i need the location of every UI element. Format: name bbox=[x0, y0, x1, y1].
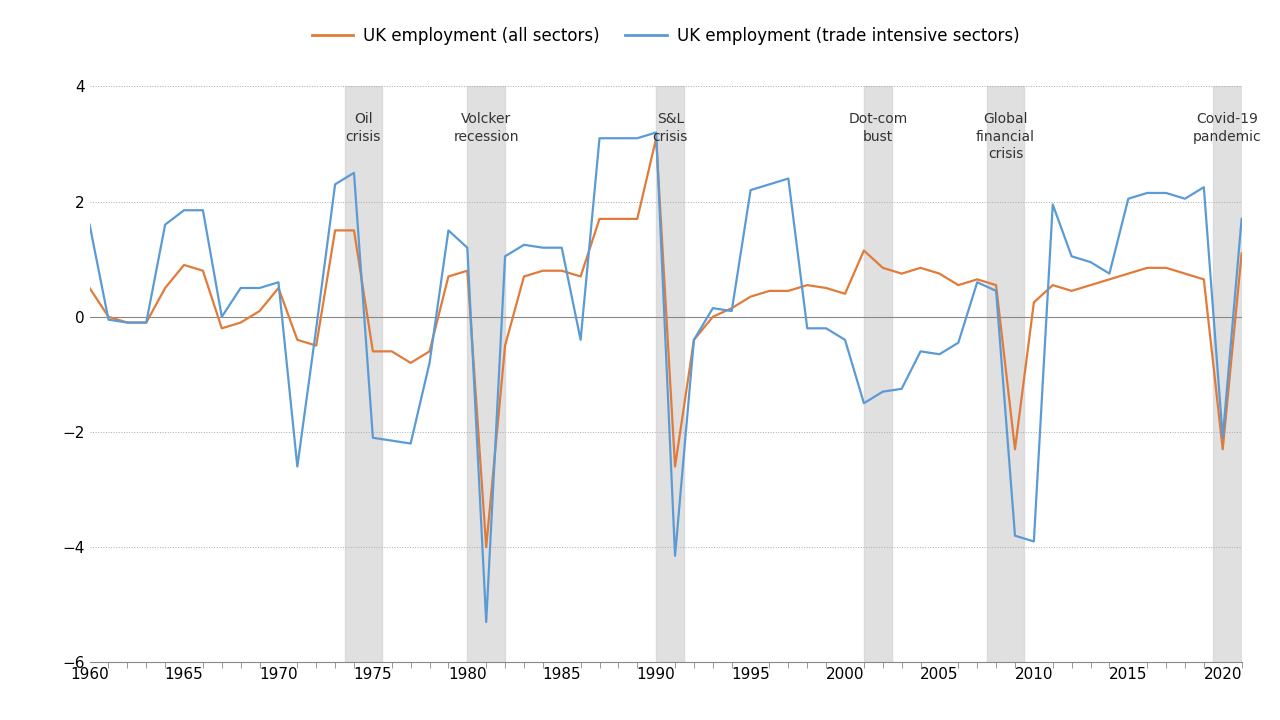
Bar bbox=[864, 86, 892, 662]
Bar bbox=[344, 86, 383, 662]
Bar bbox=[1213, 86, 1242, 662]
Text: S&L
crisis: S&L crisis bbox=[653, 112, 689, 143]
Bar bbox=[467, 86, 506, 662]
Text: Oil
crisis: Oil crisis bbox=[346, 112, 381, 143]
Text: Global
financial
crisis: Global financial crisis bbox=[977, 112, 1036, 161]
Bar bbox=[657, 86, 685, 662]
Legend: UK employment (all sectors), UK employment (trade intensive sectors): UK employment (all sectors), UK employme… bbox=[305, 20, 1027, 51]
Bar bbox=[987, 86, 1024, 662]
Text: Dot-com
bust: Dot-com bust bbox=[849, 112, 908, 143]
Text: Volcker
recession: Volcker recession bbox=[453, 112, 518, 143]
Text: Covid-19
pandemic: Covid-19 pandemic bbox=[1193, 112, 1262, 143]
